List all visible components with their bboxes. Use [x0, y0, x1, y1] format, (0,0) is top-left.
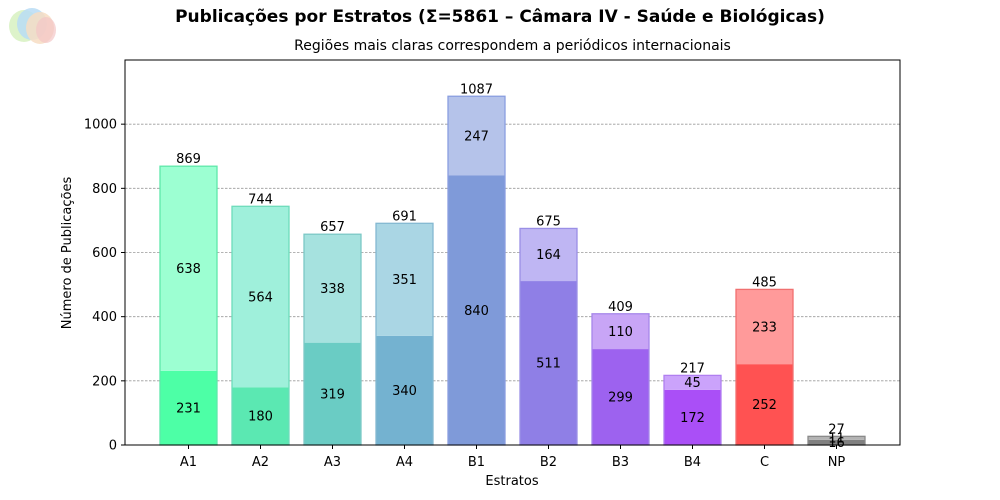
bar-total-label: 657 — [320, 220, 345, 235]
bar-total-label: 217 — [680, 361, 705, 376]
x-tick-label: A1 — [180, 455, 197, 470]
x-tick-label: B3 — [612, 455, 629, 470]
bar-segment-dark — [376, 335, 433, 445]
bar-segment-light — [448, 96, 505, 176]
bar-value-label: 231 — [176, 401, 201, 416]
bar-segment-dark — [664, 389, 721, 445]
bar-segment-light — [520, 228, 577, 282]
bar-segment-light — [736, 289, 793, 365]
bar-total-label: 869 — [176, 152, 201, 167]
y-tick-label: 0 — [109, 439, 117, 454]
bar-segment-dark — [592, 349, 649, 445]
bar-total-label: 485 — [752, 275, 777, 290]
x-tick-label: A2 — [252, 455, 269, 470]
bar-segment-light — [376, 223, 433, 336]
bar-segment-dark — [304, 342, 361, 445]
bar-value-label: 45 — [684, 376, 701, 391]
chart-subtitle: Regiões mais claras correspondem a perió… — [294, 38, 731, 54]
bar-value-label: 338 — [320, 282, 345, 297]
bar-segment-dark — [520, 281, 577, 445]
bar-value-label: 299 — [608, 391, 633, 406]
bar-segment-light — [232, 206, 289, 388]
x-axis-label: Estratos — [485, 474, 538, 489]
logo-icon — [9, 8, 56, 44]
bar-value-label: 16 — [828, 436, 845, 451]
y-axis-label: Número de Publicações — [60, 177, 75, 330]
bar-value-label: 172 — [680, 411, 705, 426]
x-tick-label: B2 — [540, 455, 557, 470]
y-tick-label: 1000 — [84, 118, 117, 133]
y-tick-label: 200 — [92, 374, 117, 389]
bar-segment-dark — [232, 387, 289, 445]
bar-segment-light — [808, 436, 865, 440]
bar-total-label: 675 — [536, 214, 561, 229]
bar-segment-light — [664, 375, 721, 390]
bar-segment-light — [592, 313, 649, 350]
x-tick-label: A3 — [324, 455, 341, 470]
bars: 231 638 869 180 564 744 319 338 657 340 351 691 840 2… — [159, 82, 866, 451]
bar-value-label: 252 — [752, 398, 777, 413]
bar-value-label: 233 — [752, 320, 777, 335]
x-tick-label: A4 — [396, 455, 413, 470]
bar-value-label: 351 — [392, 273, 417, 288]
y-tick-label: 800 — [92, 182, 117, 197]
y-tick-label: 400 — [92, 310, 117, 325]
bar-value-label: 511 — [536, 357, 561, 372]
bar-value-label: 247 — [464, 129, 489, 144]
bar-value-label: 11 — [828, 432, 845, 447]
bar-segment-light — [304, 234, 361, 343]
bar-segment-dark — [808, 439, 865, 445]
x-axis: A1 A2 A3 A4 B1 B2 B3 B4 C NP — [180, 445, 846, 470]
y-axis: 0 200 400 600 800 1000 — [84, 118, 125, 454]
bar-segment-dark — [448, 175, 505, 445]
bar-value-label: 564 — [248, 290, 273, 305]
bar-value-label: 638 — [176, 262, 201, 277]
x-tick-label: C — [760, 455, 769, 470]
bar-value-label: 840 — [464, 304, 489, 319]
bar-value-label: 180 — [248, 410, 273, 425]
bar-value-label: 340 — [392, 384, 417, 399]
chart-title: Publicações por Estratos (Σ=5861 – Câmar… — [175, 7, 825, 27]
bar-value-label: 319 — [320, 387, 345, 402]
x-tick-label: B4 — [684, 455, 701, 470]
bar-segment-dark — [736, 364, 793, 445]
bar-total-label: 409 — [608, 300, 633, 315]
bar-value-label: 110 — [608, 325, 633, 340]
y-tick-label: 600 — [92, 246, 117, 261]
bar-segment-light — [160, 166, 217, 371]
bar-segment-dark — [160, 370, 217, 445]
x-tick-label: NP — [828, 455, 846, 470]
bar-value-label: 164 — [536, 248, 561, 263]
bar-total-label: 744 — [248, 192, 273, 207]
bar-total-label: 27 — [828, 422, 845, 437]
x-tick-label: B1 — [468, 455, 485, 470]
bar-total-label: 691 — [392, 209, 417, 224]
bar-total-label: 1087 — [460, 82, 493, 97]
